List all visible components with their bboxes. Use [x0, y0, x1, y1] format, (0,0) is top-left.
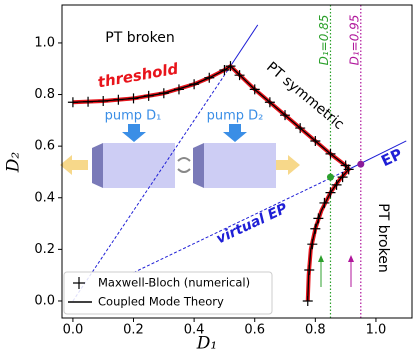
cube-side	[193, 143, 204, 188]
annotation: PT broken	[375, 203, 391, 272]
series-line	[72, 65, 350, 301]
plot-frame	[61, 4, 413, 319]
x-tick-label: 0.4	[184, 323, 205, 338]
x-tick-label: 0.8	[305, 323, 326, 338]
legend-box	[63, 271, 273, 315]
y-axis-label: D₂	[4, 152, 24, 174]
annotation: EP	[378, 145, 405, 170]
legend: Maxwell-Bloch (numerical) Coupled Mode Th…	[63, 271, 273, 315]
legend-label: Maxwell-Bloch (numerical)	[98, 276, 250, 290]
v-line-label: D₁=0.95	[347, 15, 361, 66]
legend-label: Coupled Mode Theory	[98, 295, 224, 309]
v-line-label: D₁=0.85	[317, 15, 331, 66]
annotation: virtual EP	[214, 200, 291, 247]
x-tick-label: 0.2	[123, 323, 144, 338]
schematic	[60, 124, 354, 287]
cube-front	[204, 143, 276, 188]
annotation: PT symmetric	[263, 59, 347, 133]
yellow-arrow	[272, 155, 300, 175]
arrow-head	[348, 255, 354, 262]
pump-arrow	[122, 124, 146, 142]
guide-line	[230, 24, 259, 67]
x-tick-label: 0.0	[63, 323, 84, 338]
pump-arrow	[223, 124, 247, 142]
arrow-head	[318, 255, 324, 262]
x-tick-label: 1.0	[366, 323, 387, 338]
series-label: threshold	[96, 60, 179, 92]
plus-marker	[319, 197, 330, 208]
guide-line	[72, 65, 231, 302]
x-tick-label: 0.6	[244, 323, 265, 338]
y-tick-label: 0.0	[34, 293, 55, 308]
coupling-arrow	[177, 157, 191, 162]
y-tick-label: 1.0	[34, 35, 55, 50]
x-axis-label: D₁	[196, 334, 217, 354]
plot-area	[67, 5, 407, 318]
annotation: pump D₂	[207, 109, 264, 124]
cube-side	[92, 143, 103, 188]
point	[326, 173, 334, 181]
y-tick-label: 0.8	[34, 87, 55, 102]
y-tick-label: 0.6	[34, 139, 55, 154]
y-tick-label: 0.2	[34, 242, 55, 257]
y-tick-label: 0.4	[34, 190, 55, 205]
yellow-arrow	[60, 155, 88, 175]
annotation: pump D₁	[105, 109, 162, 124]
coupling-arrow	[177, 168, 191, 173]
point	[357, 160, 365, 168]
annotation: PT broken	[105, 30, 174, 46]
legend-marker	[73, 277, 85, 289]
cube-front	[103, 143, 175, 188]
